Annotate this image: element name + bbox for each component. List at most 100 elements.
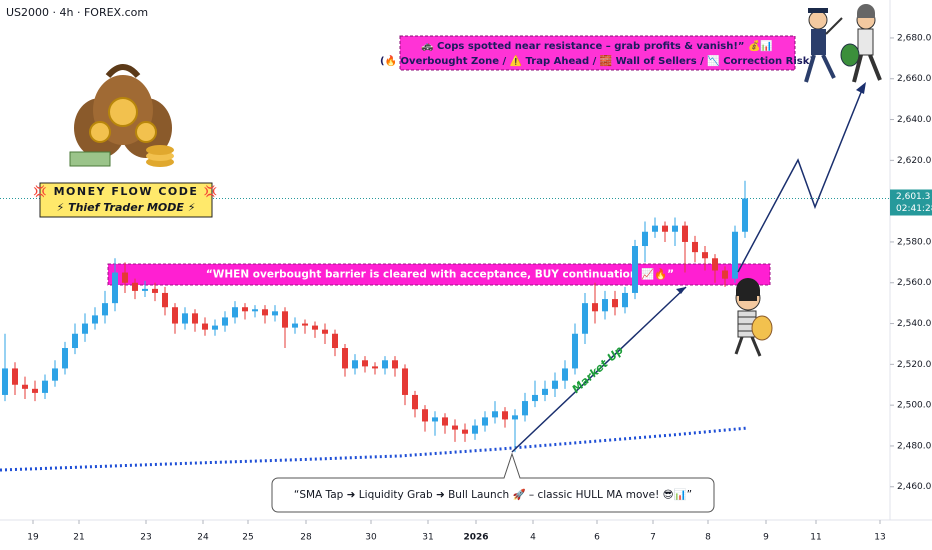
symbol-header: US2000 · 4h · FOREX.com xyxy=(6,6,148,19)
candle-body xyxy=(462,429,468,434)
arrow-head xyxy=(676,287,686,294)
candle-body xyxy=(492,411,498,418)
x-tick-label: 11 xyxy=(810,533,821,543)
candle-body xyxy=(542,388,548,395)
warning-box xyxy=(399,35,796,71)
x-tick-label: 30 xyxy=(365,533,377,543)
x-tick-label: 2026 xyxy=(463,533,488,543)
x-tick-label: 31 xyxy=(422,533,433,543)
candle-body xyxy=(12,368,18,385)
candle-body xyxy=(72,333,78,349)
candle-body xyxy=(292,323,298,328)
y-tick-label: 2,660.0 xyxy=(897,74,932,84)
candle-body xyxy=(52,368,58,381)
candle-body xyxy=(362,360,368,367)
callout-text: “SMA Tap ➜ Liquidity Grab ➜ Bull Launch … xyxy=(294,488,692,501)
candle-body xyxy=(122,272,128,283)
candle-body xyxy=(652,225,658,232)
candle-body xyxy=(512,415,518,420)
candle-body xyxy=(112,272,118,304)
money-bags-illustration xyxy=(69,64,174,167)
candle-body xyxy=(262,309,268,316)
candle-body xyxy=(62,348,68,369)
y-tick-label: 2,500.0 xyxy=(897,401,932,411)
callout xyxy=(271,452,715,513)
warning-line-2: (🔥 Overbought Zone / ⚠️ Trap Ahead / 🧱 W… xyxy=(380,54,814,67)
candle-body xyxy=(432,417,438,422)
candle-body xyxy=(322,329,328,334)
candle-body xyxy=(702,252,708,259)
candle-body xyxy=(352,360,358,369)
candle-body xyxy=(232,307,238,318)
candle-body xyxy=(102,303,108,316)
x-tick-label: 21 xyxy=(73,533,84,543)
candle-body xyxy=(252,309,258,312)
resistance-zone xyxy=(107,263,771,286)
hull-ma-line xyxy=(0,426,749,472)
candle-body xyxy=(182,313,188,324)
candle-body xyxy=(2,368,8,395)
candle-body xyxy=(672,225,678,232)
candle-body xyxy=(552,380,558,389)
candle-body xyxy=(562,368,568,381)
x-tick-label: 4 xyxy=(530,533,536,543)
candle-body xyxy=(602,299,608,312)
candle-body xyxy=(742,198,748,232)
candle-body xyxy=(202,323,208,330)
candle-body xyxy=(582,303,588,334)
candle-body xyxy=(172,307,178,324)
candle-body xyxy=(382,360,388,369)
candle-body xyxy=(22,384,28,389)
candle-body xyxy=(692,241,698,253)
y-tick-label: 2,540.0 xyxy=(897,319,932,329)
candle-body xyxy=(92,315,98,324)
candle-body xyxy=(282,311,288,328)
candle-body xyxy=(312,325,318,330)
candle-body xyxy=(682,225,688,242)
candle-body xyxy=(192,313,198,324)
candle-body xyxy=(42,380,48,393)
candle-body xyxy=(712,258,718,271)
countdown-label: 02:41:28 xyxy=(896,204,932,214)
x-tick-label: 19 xyxy=(27,533,39,543)
candle-body xyxy=(242,307,248,312)
candle-body xyxy=(612,299,618,308)
candle-body xyxy=(302,323,308,326)
projection-path xyxy=(737,89,863,273)
badge-subtitle: ⚡ Thief Trader MODE ⚡ xyxy=(57,201,196,214)
candle-body xyxy=(722,270,728,279)
candle-body xyxy=(132,282,138,291)
y-tick-label: 2,480.0 xyxy=(897,441,932,451)
candle-body xyxy=(162,292,168,308)
y-tick-label: 2,680.0 xyxy=(897,33,932,43)
candle-body xyxy=(522,401,528,416)
candle-body xyxy=(662,225,668,232)
warning-line-1: 🚓 Cops spotted near resistance – grab pr… xyxy=(421,39,773,52)
candle-body xyxy=(732,231,738,279)
candle-body xyxy=(412,394,418,410)
candle-body xyxy=(422,409,428,422)
trend-arrow xyxy=(511,286,687,453)
candle-body xyxy=(442,417,448,426)
zone-label: “WHEN overbought barrier is cleared with… xyxy=(206,267,674,280)
x-tick-label: 25 xyxy=(242,533,253,543)
candle-body xyxy=(32,388,38,393)
badge-title: 💢 MONEY FLOW CODE 💢 xyxy=(33,185,219,198)
y-tick-label: 2,560.0 xyxy=(897,278,932,288)
candle-body xyxy=(532,394,538,402)
candle-body xyxy=(392,360,398,369)
y-tick-label: 2,520.0 xyxy=(897,360,932,370)
candle-body xyxy=(632,246,638,293)
projection-arrow-head xyxy=(856,82,866,94)
candle-body xyxy=(592,303,598,312)
y-tick-label: 2,640.0 xyxy=(897,115,932,125)
candle-body xyxy=(472,425,478,434)
y-tick-label: 2,620.0 xyxy=(897,156,932,166)
last-price-label: 2,601.3 xyxy=(896,192,930,202)
candle-body xyxy=(82,323,88,334)
candle-body xyxy=(142,288,148,291)
x-tick-label: 24 xyxy=(197,533,209,543)
candle-body xyxy=(332,333,338,349)
x-tick-label: 6 xyxy=(594,533,600,543)
